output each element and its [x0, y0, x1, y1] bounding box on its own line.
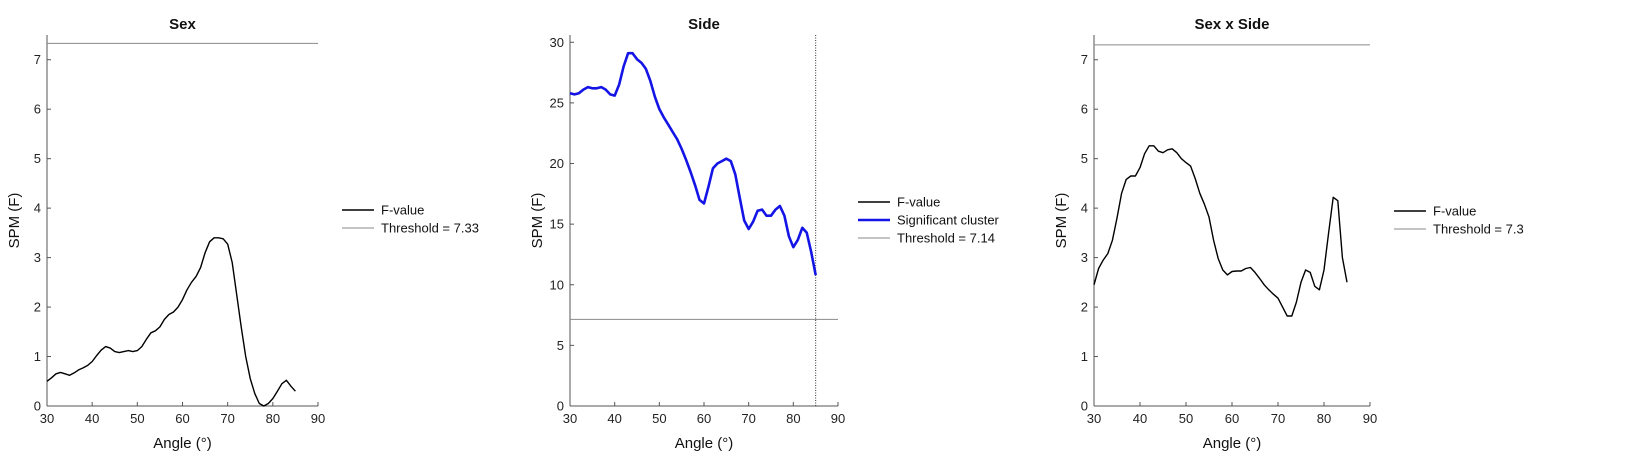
x-tick-label: 90 — [831, 411, 845, 426]
y-tick-label: 4 — [34, 201, 41, 216]
x-tick-label: 60 — [697, 411, 711, 426]
x-tick-label: 80 — [786, 411, 800, 426]
x-axis-label: Angle (°) — [153, 435, 212, 452]
legend-label: F-value — [381, 203, 424, 218]
y-axis-label: SPM (F) — [6, 193, 23, 249]
x-tick-label: 70 — [1271, 411, 1285, 426]
y-tick-label: 3 — [1081, 250, 1088, 265]
x-tick-label: 60 — [1225, 411, 1239, 426]
legend-label: F-value — [1433, 204, 1476, 219]
x-tick-label: 90 — [311, 411, 325, 426]
x-tick-label: 30 — [1087, 411, 1101, 426]
y-tick-label: 20 — [550, 156, 564, 171]
x-tick-label: 40 — [607, 411, 621, 426]
legend-label: Threshold = 7.33 — [381, 221, 479, 236]
legend-label: Significant cluster — [897, 213, 1000, 228]
x-tick-label: 50 — [652, 411, 666, 426]
significant-cluster-line — [569, 51, 817, 276]
y-tick-label: 2 — [34, 300, 41, 315]
f-value-line — [46, 237, 296, 407]
x-tick-label: 30 — [563, 411, 577, 426]
y-tick-label: 7 — [34, 52, 41, 67]
y-axis-label: SPM (F) — [529, 193, 546, 249]
chart-title: Sex — [169, 16, 196, 33]
x-tick-label: 40 — [1133, 411, 1147, 426]
y-tick-label: 6 — [34, 102, 41, 117]
x-tick-label: 30 — [40, 411, 54, 426]
y-axis-label: SPM (F) — [1053, 193, 1070, 249]
legend-label: F-value — [897, 195, 940, 210]
legend-label: Threshold = 7.14 — [897, 231, 995, 246]
x-tick-label: 80 — [266, 411, 280, 426]
y-tick-label: 1 — [1081, 349, 1088, 364]
x-tick-label: 90 — [1363, 411, 1377, 426]
y-tick-label: 15 — [550, 217, 564, 232]
y-tick-label: 4 — [1081, 201, 1088, 216]
y-tick-label: 5 — [557, 338, 564, 353]
y-tick-label: 3 — [34, 250, 41, 265]
x-tick-label: 70 — [741, 411, 755, 426]
y-tick-label: 7 — [1081, 52, 1088, 67]
legend-label: Threshold = 7.3 — [1433, 222, 1524, 237]
f-value-line — [1093, 145, 1348, 317]
y-tick-label: 2 — [1081, 300, 1088, 315]
x-tick-label: 50 — [130, 411, 144, 426]
y-tick-label: 30 — [550, 35, 564, 50]
y-tick-label: 0 — [1081, 399, 1088, 414]
chart-title: Side — [688, 16, 720, 33]
chart-panel-1: Sex 30 40 50 60 70 80 90 0 1 2 3 4 5 6 7 Angle (°) SPM (F… — [6, 16, 479, 452]
x-tick-label: 70 — [220, 411, 234, 426]
x-tick-label: 60 — [175, 411, 189, 426]
chart-title: Sex x Side — [1194, 16, 1269, 33]
y-tick-label: 6 — [1081, 102, 1088, 117]
x-tick-label: 80 — [1317, 411, 1331, 426]
y-tick-label: 5 — [34, 151, 41, 166]
x-tick-label: 40 — [85, 411, 99, 426]
y-tick-label: 0 — [557, 399, 564, 414]
y-tick-label: 5 — [1081, 151, 1088, 166]
chart-panel-2: Side 30 40 50 60 70 80 90 0 5 10 15 20 25 30 Angle (°) S… — [529, 16, 1000, 452]
x-axis-label: Angle (°) — [1203, 435, 1262, 452]
x-axis-label: Angle (°) — [675, 435, 734, 452]
y-tick-label: 0 — [34, 399, 41, 414]
x-tick-label: 50 — [1179, 411, 1193, 426]
y-tick-label: 25 — [550, 95, 564, 110]
chart-panel-3: Sex x Side 30 40 50 60 70 80 90 0 1 2 3 4 5 6 7 Angle (°… — [1053, 16, 1524, 452]
y-tick-label: 10 — [550, 277, 564, 292]
y-tick-label: 1 — [34, 349, 41, 364]
